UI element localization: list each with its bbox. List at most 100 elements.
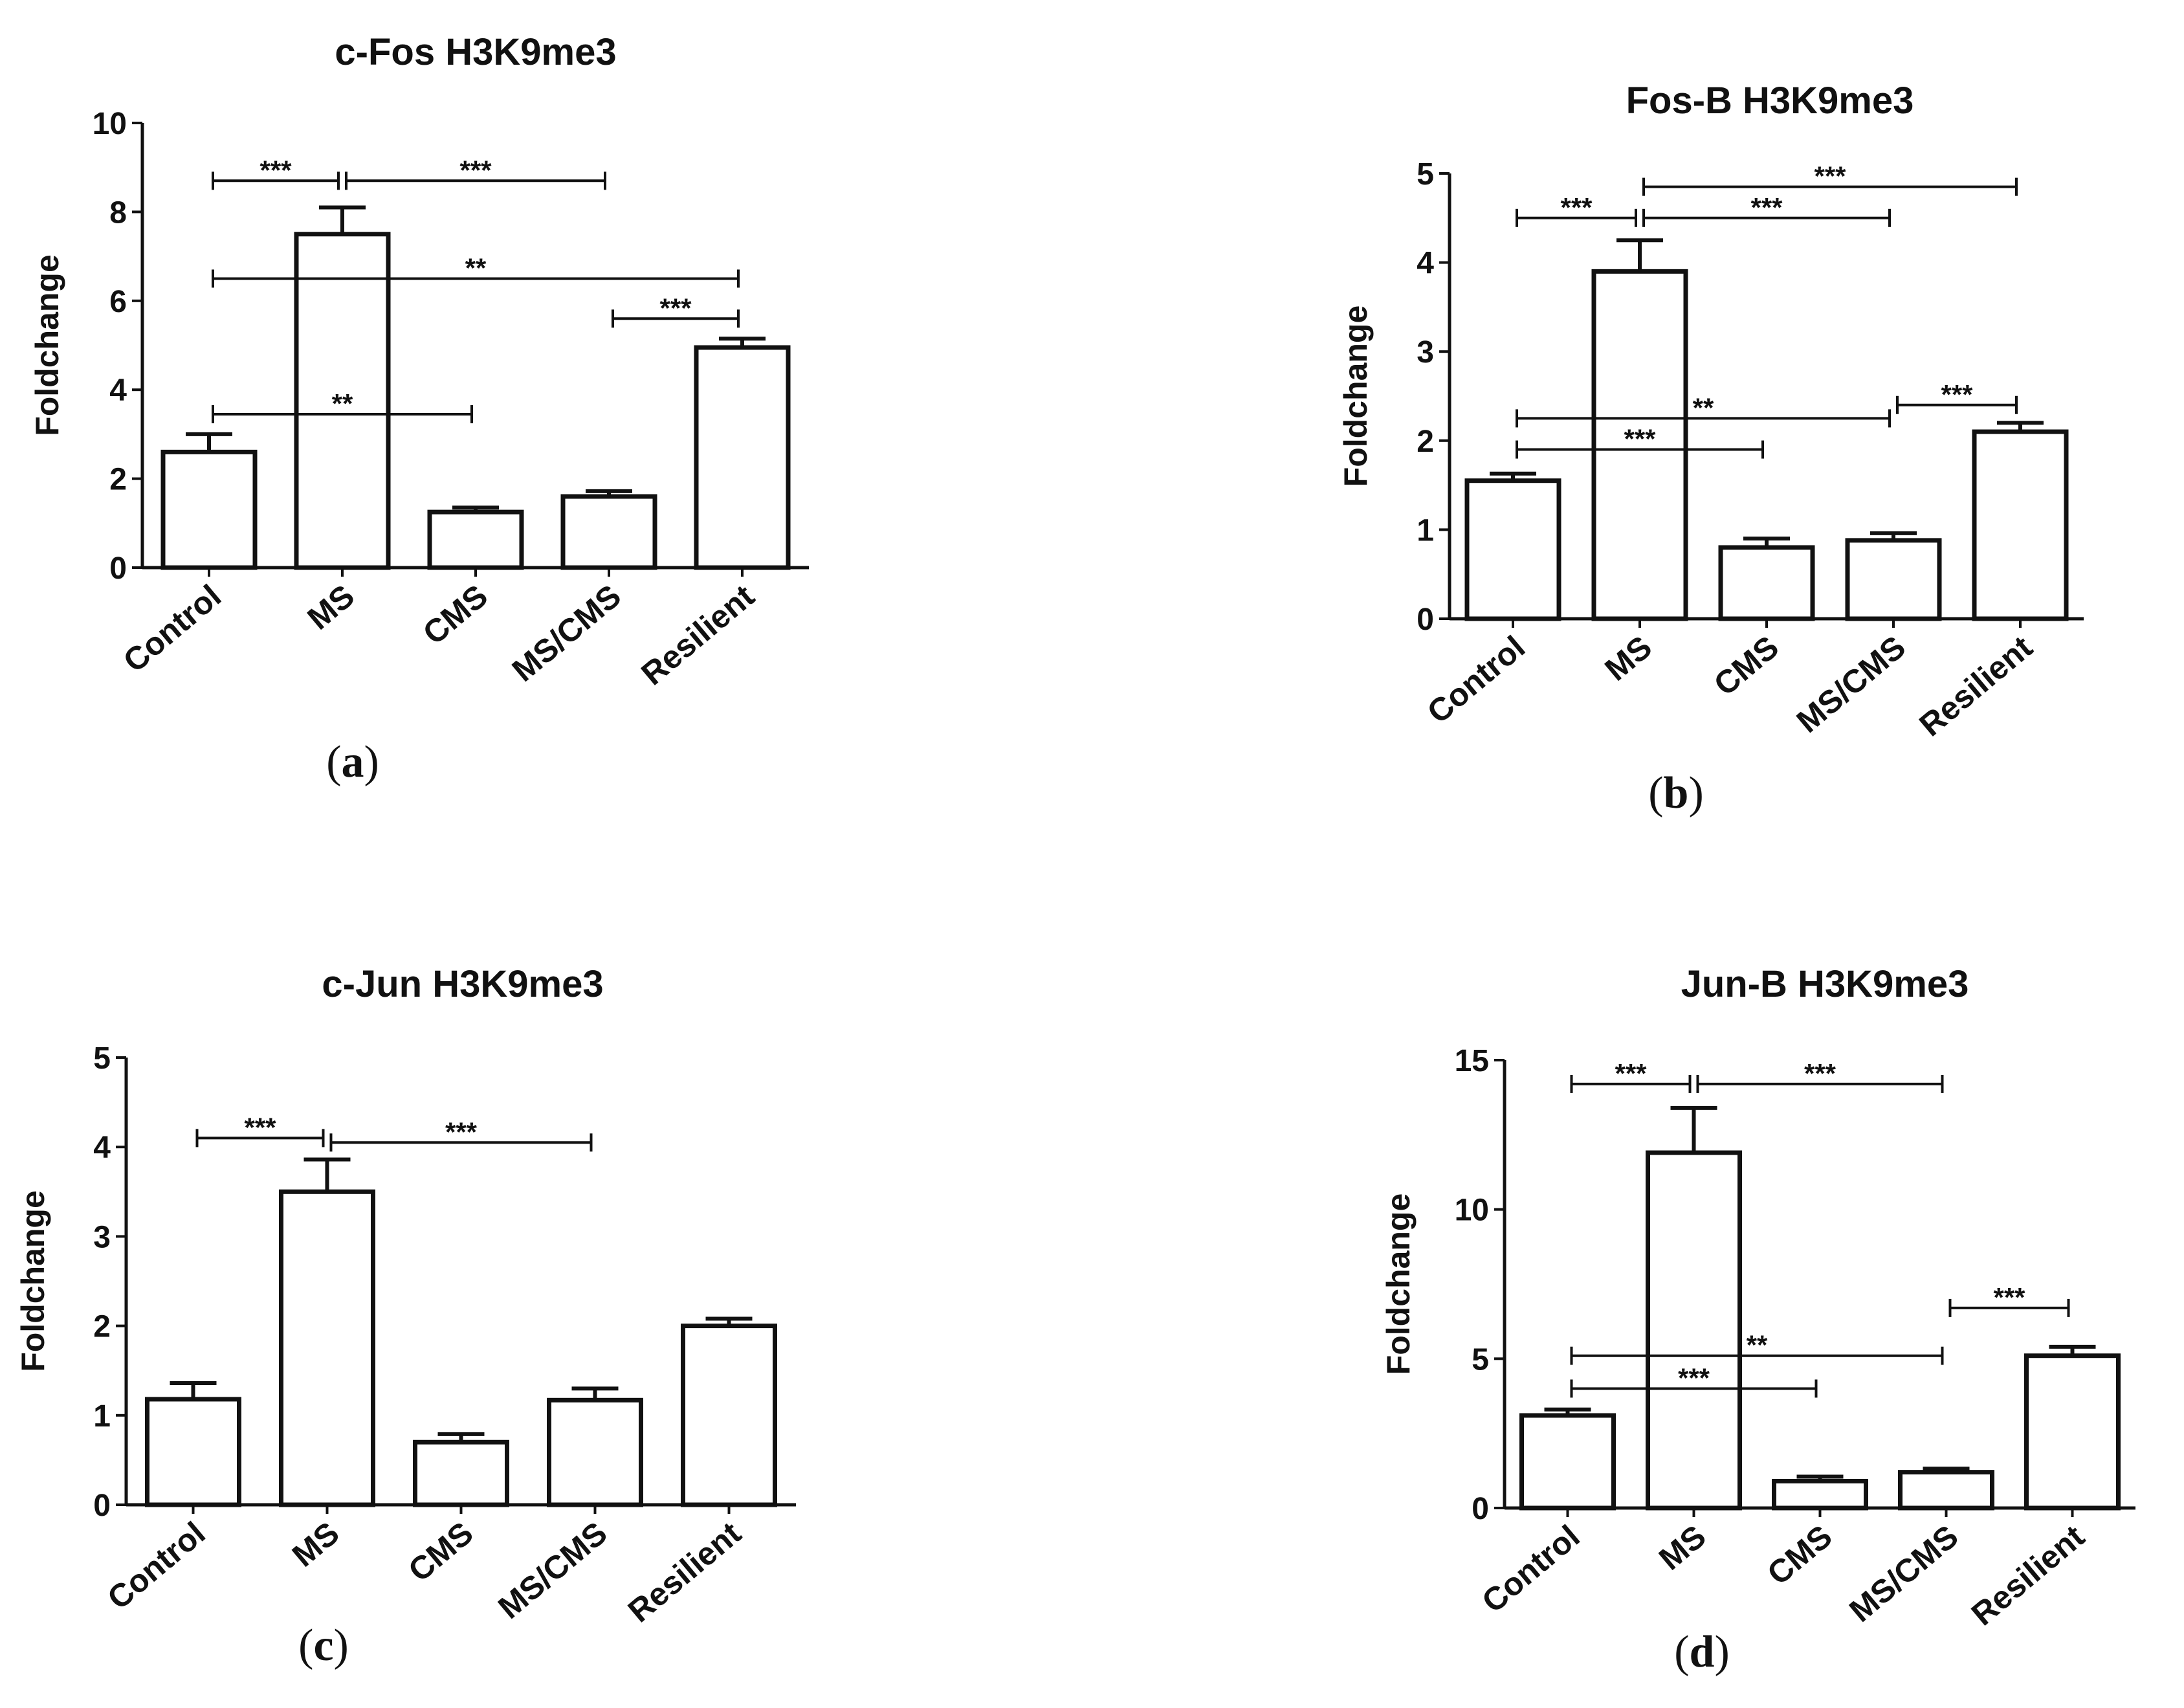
chart-title: c-Fos H3K9me3 xyxy=(335,31,616,73)
significance-label: ** xyxy=(1693,392,1714,423)
bar-ms xyxy=(279,1189,375,1507)
chart-title: Fos-B H3K9me3 xyxy=(1626,80,1914,122)
y-tick-label: 8 xyxy=(109,195,127,230)
y-tick-label: 4 xyxy=(1417,247,1434,281)
bar-resilient xyxy=(1972,429,2069,621)
x-tick-label: Resilient xyxy=(634,577,761,692)
significance-bracket: *** xyxy=(212,155,340,190)
chart-title: c-Jun H3K9me3 xyxy=(322,963,603,1005)
x-tick-label: Control xyxy=(1475,1518,1586,1620)
panel-label: (c) xyxy=(298,1621,349,1670)
x-tick-label: Control xyxy=(116,578,228,680)
significance-bracket: *** xyxy=(612,293,740,328)
significance-label: *** xyxy=(259,155,292,185)
y-tick-label: 10 xyxy=(93,107,127,141)
significance-label: ** xyxy=(1747,1330,1768,1360)
bar-cms xyxy=(427,509,524,570)
y-axis-label: Foldchange xyxy=(29,254,65,436)
significance-bracket: *** xyxy=(195,1112,325,1148)
chart-title: Jun-B H3K9me3 xyxy=(1681,963,1969,1005)
x-tick-label: CMS xyxy=(1707,629,1785,703)
significance-label: *** xyxy=(445,1116,478,1147)
significance-label: ** xyxy=(465,252,487,283)
significance-label: *** xyxy=(1750,192,1783,223)
bar-cms xyxy=(1718,545,1815,621)
x-tick-label: Control xyxy=(1420,629,1532,731)
chart-panel-d: Jun-B H3K9me3 Foldchange 0 5 10 15 Control MS CM… xyxy=(1380,963,2135,1677)
y-axis-label: Foldchange xyxy=(1338,305,1374,487)
bar-ms xyxy=(294,232,391,570)
significance-bracket: *** xyxy=(1642,161,2018,196)
chart-panel-c: c-Jun H3K9me3 Foldchange 0 1 2 3 4 5 Control MS CM… xyxy=(15,963,796,1670)
y-tick-label: 0 xyxy=(1472,1492,1489,1526)
bar-control xyxy=(160,449,258,570)
significance-bracket: *** xyxy=(1516,192,1637,227)
x-tick-label: MS xyxy=(301,578,361,637)
significance-label: *** xyxy=(659,293,692,323)
y-axis-label: Foldchange xyxy=(1380,1193,1417,1375)
chart-panel-a: c-Fos H3K9me3 Foldchange 0 2 4 6 8 10 Control MS C… xyxy=(29,31,809,787)
significance-bracket: *** xyxy=(1570,1058,1692,1093)
x-tick-label: Control xyxy=(100,1515,212,1617)
y-axis-label: Foldchange xyxy=(15,1190,51,1372)
significance-label: *** xyxy=(1560,192,1593,223)
significance-label: *** xyxy=(459,155,492,185)
y-tick-label: 4 xyxy=(93,1131,111,1165)
bar-resilient xyxy=(2024,1353,2121,1511)
significance-label: *** xyxy=(1804,1058,1837,1089)
significance-bracket: ** xyxy=(212,388,473,423)
significance-bracket: *** xyxy=(1516,424,1764,459)
bar-control xyxy=(1464,478,1561,621)
significance-bracket: *** xyxy=(329,1116,593,1152)
y-tick-label: 1 xyxy=(1417,513,1434,548)
significance-bracket: *** xyxy=(1570,1362,1818,1398)
x-tick-label: CMS xyxy=(416,578,494,652)
y-tick-label: 3 xyxy=(1417,335,1434,370)
y-tick-label: 4 xyxy=(109,373,127,408)
significance-bracket: ** xyxy=(1516,392,1891,428)
bar-cms xyxy=(413,1439,509,1507)
bar-resilient xyxy=(694,345,791,570)
x-tick-label: MS/CMS xyxy=(1790,629,1912,740)
significance-label: *** xyxy=(1678,1362,1710,1393)
y-tick-label: 2 xyxy=(109,463,127,497)
bar-ms-cms xyxy=(1898,1470,1994,1511)
x-tick-label: CMS xyxy=(1760,1518,1838,1592)
y-tick-label: 0 xyxy=(1417,603,1434,637)
bar-ms xyxy=(1646,1150,1742,1511)
x-tick-label: MS/CMS xyxy=(491,1515,613,1626)
x-tick-label: MS/CMS xyxy=(505,578,628,689)
x-tick-label: Resilient xyxy=(621,1514,748,1629)
x-tick-label: MS/CMS xyxy=(1842,1518,1965,1629)
significance-label: *** xyxy=(1615,1058,1647,1089)
significance-label: *** xyxy=(1941,379,1973,410)
bar-ms-cms xyxy=(560,494,657,570)
bar-ms-cms xyxy=(1845,538,1942,621)
y-tick-label: 1 xyxy=(93,1399,111,1434)
x-tick-label: MS xyxy=(1598,629,1659,688)
significance-label: *** xyxy=(1993,1282,2025,1313)
bar-resilient xyxy=(681,1324,777,1507)
significance-bracket: ** xyxy=(212,252,740,288)
y-tick-label: 6 xyxy=(109,285,127,319)
bar-ms-cms xyxy=(547,1397,643,1507)
x-tick-label: MS xyxy=(285,1515,346,1574)
significance-bracket: *** xyxy=(1696,1058,1944,1093)
y-tick-label: 0 xyxy=(109,551,127,586)
x-tick-label: CMS xyxy=(401,1515,480,1589)
bar-control xyxy=(1519,1413,1616,1511)
y-tick-label: 10 xyxy=(1455,1193,1489,1228)
significance-bracket: *** xyxy=(1642,192,1891,227)
significance-label: *** xyxy=(1814,161,1846,192)
y-tick-label: 15 xyxy=(1455,1044,1489,1078)
panel-label: (b) xyxy=(1648,768,1704,818)
significance-bracket: *** xyxy=(345,155,606,190)
y-tick-label: 3 xyxy=(93,1220,111,1254)
y-tick-label: 0 xyxy=(93,1489,111,1523)
x-tick-label: MS xyxy=(1652,1518,1712,1577)
x-tick-label: Resilient xyxy=(1965,1518,2091,1632)
chart-panel-b: Fos-B H3K9me3 Foldchange 0 1 2 3 4 5 Control MS CM… xyxy=(1338,80,2084,818)
panel-label: (d) xyxy=(1674,1627,1730,1677)
bar-cms xyxy=(1772,1478,1868,1511)
